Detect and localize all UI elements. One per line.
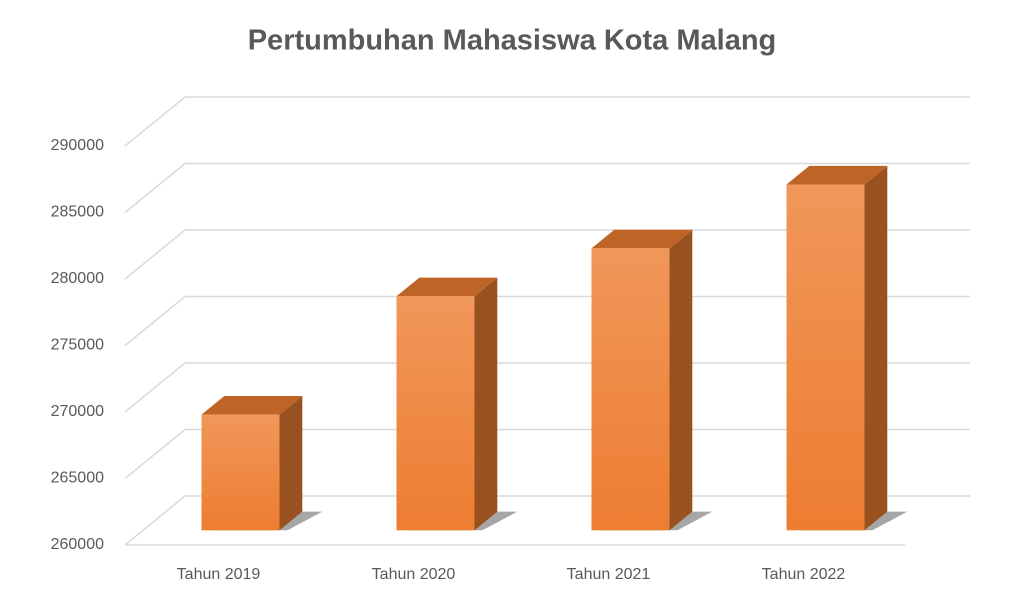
bar-side bbox=[669, 229, 693, 531]
bar-highlight bbox=[786, 184, 865, 531]
grid-line bbox=[124, 428, 970, 480]
x-tick-label: Tahun 2020 bbox=[372, 566, 456, 583]
bar-side bbox=[279, 395, 303, 531]
y-tick-label: 265000 bbox=[51, 470, 104, 487]
bar-top bbox=[786, 165, 888, 185]
y-tick-label: 280000 bbox=[51, 270, 104, 287]
y-tick-label: 285000 bbox=[51, 204, 104, 221]
y-tick-label: 290000 bbox=[51, 137, 104, 154]
chart-title: Pertumbuhan Mahasiswa Kota Malang bbox=[248, 25, 777, 57]
grid-line bbox=[124, 162, 970, 214]
x-tick-label: Tahun 2021 bbox=[567, 566, 651, 583]
x-tick-label: Tahun 2019 bbox=[177, 566, 261, 583]
bar-highlight bbox=[201, 414, 280, 531]
y-tick-label: 260000 bbox=[51, 536, 104, 553]
bar-side bbox=[864, 165, 888, 531]
y-tick-label: 270000 bbox=[51, 403, 104, 420]
x-tick-label: Tahun 2022 bbox=[762, 566, 846, 583]
grid-line bbox=[124, 295, 970, 347]
bar-top bbox=[396, 277, 498, 297]
bar-top bbox=[201, 395, 303, 415]
grid-line bbox=[124, 96, 970, 147]
bar-side bbox=[474, 277, 498, 531]
bar-highlight bbox=[591, 248, 670, 531]
grid-line bbox=[124, 362, 970, 413]
grid-line bbox=[124, 229, 970, 280]
grid-line bbox=[124, 495, 970, 546]
bar-top bbox=[591, 229, 693, 249]
y-tick-label: 275000 bbox=[51, 337, 104, 354]
bar-highlight bbox=[396, 296, 475, 531]
